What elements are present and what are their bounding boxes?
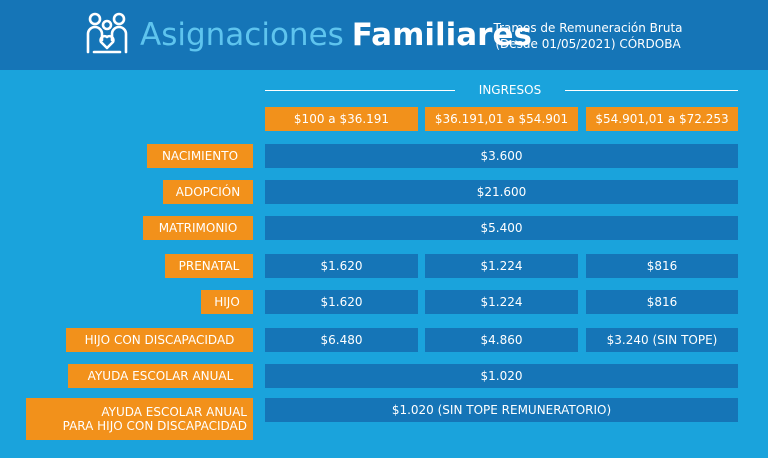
value-hijo-discapacidad-3: $3.240 (SIN TOPE)	[586, 328, 738, 352]
value-hijo-3: $816	[586, 290, 738, 314]
value-ayuda-escolar-discapacidad: $1.020 (SIN TOPE REMUNERATORIO)	[265, 398, 738, 422]
subtitle-line-1: Tramos de Remuneración Bruta	[493, 21, 683, 35]
value-hijo-discapacidad-1: $6.480	[265, 328, 418, 352]
range-header-3: $54.901,01 a $72.253	[586, 107, 738, 131]
value-ayuda-escolar: $1.020	[265, 364, 738, 388]
row-label-hijo-discapacidad: HIJO CON DISCAPACIDAD	[66, 328, 253, 352]
value-adopcion: $21.600	[265, 180, 738, 204]
subtitle-line-2: (Desde 01/05/2021) CÓRDOBA	[495, 37, 681, 51]
value-prenatal-1: $1.620	[265, 254, 418, 278]
page-subtitle: Tramos de Remuneración Bruta (Desde 01/0…	[482, 20, 694, 52]
ingresos-divider-left	[265, 90, 455, 91]
row-label-hijo: HIJO	[201, 290, 253, 314]
header-bar: Asignaciones Familiares Tramos de Remuner…	[0, 0, 768, 70]
value-nacimiento: $3.600	[265, 144, 738, 168]
range-header-1: $100 a $36.191	[265, 107, 418, 131]
title-light: Asignaciones	[140, 17, 344, 53]
value-hijo-1: $1.620	[265, 290, 418, 314]
row-label-ayuda-escolar-discapacidad: AYUDA ESCOLAR ANUAL PARA HIJO CON DISCAP…	[26, 398, 253, 440]
value-matrimonio: $5.400	[265, 216, 738, 240]
row-label-ayuda-escolar-discapacidad-line-1: AYUDA ESCOLAR ANUAL	[101, 405, 247, 419]
title-bold: Familiares	[351, 17, 532, 53]
ingresos-label: INGRESOS	[478, 83, 542, 97]
value-prenatal-2: $1.224	[425, 254, 578, 278]
row-label-nacimiento: NACIMIENTO	[147, 144, 253, 168]
ingresos-divider-right	[565, 90, 738, 91]
row-label-ayuda-escolar-discapacidad-line-2: PARA HIJO CON DISCAPACIDAD	[62, 419, 247, 433]
row-label-prenatal: PRENATAL	[165, 254, 253, 278]
row-label-matrimonio: MATRIMONIO	[143, 216, 253, 240]
page-title: Asignaciones Familiares	[140, 14, 532, 56]
range-header-2: $36.191,01 a $54.901	[425, 107, 578, 131]
value-prenatal-3: $816	[586, 254, 738, 278]
family-icon	[86, 12, 128, 54]
row-label-ayuda-escolar: AYUDA ESCOLAR ANUAL	[68, 364, 253, 388]
row-label-adopcion: ADOPCIÓN	[163, 180, 253, 204]
value-hijo-discapacidad-2: $4.860	[425, 328, 578, 352]
value-hijo-2: $1.224	[425, 290, 578, 314]
